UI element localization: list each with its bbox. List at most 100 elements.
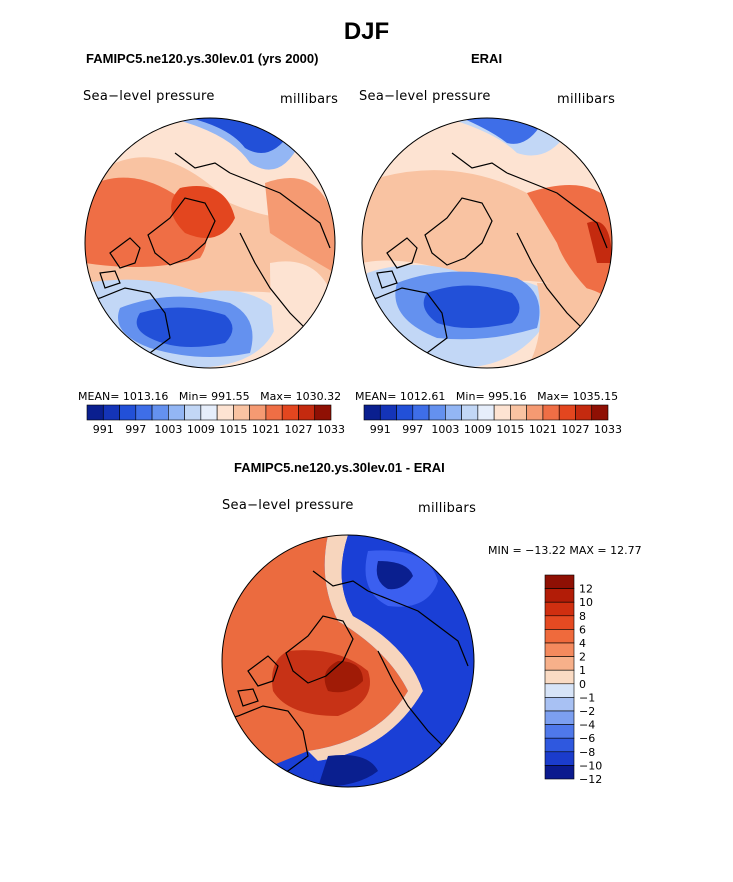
diff-colorbar-tick-label: 12 xyxy=(579,583,593,596)
diff-colorbar-swatch-6 xyxy=(544,656,575,671)
model-stats: MEAN= 1013.16 Min= 991.55 Max= 1030.32 xyxy=(78,390,341,403)
model-max-label: Max= xyxy=(260,390,293,403)
obs-colorbar-tick-label: 1009 xyxy=(464,423,492,436)
diff-colorbar-swatch-8 xyxy=(544,683,575,698)
diff-colorbar-swatch-10 xyxy=(544,710,575,725)
model-min-label: Min= xyxy=(178,390,208,403)
diff-minmax: MIN = −13.22 MAX = 12.77 xyxy=(488,544,642,557)
model-alaska-coast xyxy=(174,152,231,174)
diff-variable-label: Sea−level pressure xyxy=(222,498,354,513)
model-units-label: millibars xyxy=(280,92,339,107)
obs-units-label: millibars xyxy=(557,92,616,107)
diff-units-label: millibars xyxy=(418,501,477,516)
model-colorbar-tick-label: 1003 xyxy=(154,423,182,436)
obs-siberia-coast xyxy=(506,172,608,249)
diff-contour-region-7 xyxy=(318,755,378,787)
obs-colorbar-swatch-3 xyxy=(412,404,430,421)
model-field xyxy=(85,118,335,368)
diff-colorbar-swatch-12 xyxy=(544,737,575,753)
obs-colorbar-swatch-14 xyxy=(591,404,609,421)
model-variable-label: Sea−level pressure xyxy=(83,89,215,104)
obs-colorbar-swatch-8 xyxy=(493,404,511,421)
obs-max-label: Max= xyxy=(537,390,570,403)
obs-contour-region-2 xyxy=(587,221,612,263)
obs-colorbar-swatch-12 xyxy=(558,404,576,421)
diff-colorbar-swatch-13 xyxy=(544,751,575,766)
obs-colorbar-swatch-9 xyxy=(510,404,527,421)
diff-contour-region-4 xyxy=(376,561,413,590)
obs-variable-label: Sea−level pressure xyxy=(359,89,491,104)
obs-colorbar-swatch-7 xyxy=(477,404,495,421)
obs-min-label: Min= xyxy=(455,390,485,403)
diff-arctic-islands-outline xyxy=(237,655,279,707)
obs-stats: MEAN= 1012.61 Min= 995.16 Max= 1035.15 xyxy=(355,390,618,403)
diff-colorbar-tick-label: 10 xyxy=(579,596,593,609)
model-colorbar-swatch-0 xyxy=(86,404,104,421)
obs-colorbar-tick-label: 991 xyxy=(370,423,391,436)
diff-field xyxy=(222,535,474,787)
diff-contour-region-1 xyxy=(308,535,423,761)
diff-colorbar-tick-label: −8 xyxy=(579,746,595,759)
diff-colorbar-swatch-5 xyxy=(544,642,575,657)
diff-map-border xyxy=(221,534,475,788)
diff-colorbar-tick-label: −4 xyxy=(579,719,595,732)
obs-map-border xyxy=(361,117,613,369)
obs-colorbar-tick-label: 997 xyxy=(402,423,423,436)
model-colorbar-swatch-6 xyxy=(184,404,202,421)
figure-title: DJF xyxy=(343,18,390,45)
model-colorbar-swatch-13 xyxy=(298,404,316,421)
diff-colorbar-swatch-14 xyxy=(544,765,575,780)
obs-colorbar-tick-label: 1003 xyxy=(431,423,459,436)
obs-contour-region-1 xyxy=(527,185,612,313)
obs-colorbar-swatch-5 xyxy=(445,404,462,421)
diff-colorbar-swatch-0 xyxy=(544,574,575,589)
model-colorbar-tick-label: 1015 xyxy=(219,423,247,436)
obs-colorbar-swatch-0 xyxy=(363,404,381,421)
diff-siberia-coast xyxy=(367,590,469,667)
obs-alaska-coast xyxy=(451,152,508,174)
diff-greenland-outline xyxy=(285,615,354,684)
obs-colorbar-swatch-13 xyxy=(575,404,593,421)
obs-arctic-islands-outline xyxy=(376,237,418,289)
model-colorbar-swatch-10 xyxy=(249,404,267,421)
diff-colorbar-swatch-1 xyxy=(544,588,575,603)
obs-colorbar-tick-label: 1015 xyxy=(496,423,524,436)
obs-max-value: 1035.15 xyxy=(572,390,619,403)
diff-colorbar-tick-label: 6 xyxy=(579,623,586,636)
diff-colorbar-swatch-9 xyxy=(544,697,575,712)
diff-colorbar-swatch-2 xyxy=(544,601,575,617)
diff-colorbar-tick-label: −1 xyxy=(579,691,595,704)
diff-map xyxy=(221,534,475,788)
model-colorbar-swatch-1 xyxy=(102,404,120,421)
model-colorbar-swatch-9 xyxy=(233,404,250,421)
diff-contour-region-2 xyxy=(313,535,474,787)
model-colorbar-swatch-12 xyxy=(281,404,299,421)
model-greenland-outline xyxy=(147,197,216,266)
model-mean-value: 1013.16 xyxy=(122,390,169,403)
model-map xyxy=(84,117,336,369)
model-colorbar-swatch-3 xyxy=(135,404,153,421)
model-colorbar-swatch-2 xyxy=(119,404,137,421)
model-colorbar-swatch-4 xyxy=(151,404,169,421)
model-colorbar-tick-label: 1033 xyxy=(317,423,345,436)
model-arctic-islands-outline xyxy=(99,237,141,289)
model-map-border xyxy=(84,117,336,369)
diff-colorbar-tick-label: −6 xyxy=(579,732,595,745)
obs-colorbar-tick-label: 1027 xyxy=(561,423,589,436)
obs-panel-title: ERAI xyxy=(471,51,503,66)
model-colorbar-tick-label: 1027 xyxy=(284,423,312,436)
diff-colorbar-tick-label: 8 xyxy=(579,610,586,623)
model-mean-label: MEAN= xyxy=(78,390,120,403)
diff-colorbar-tick-label: −12 xyxy=(579,773,602,786)
diff-colorbar-tick-label: −10 xyxy=(579,759,602,772)
model-colorbar-swatch-8 xyxy=(216,404,234,421)
obs-colorbar-swatch-10 xyxy=(526,404,544,421)
model-siberia-coast xyxy=(229,172,331,249)
diff-colorbar-tick-label: 4 xyxy=(579,637,586,650)
diff-colorbar-tick-label: 1 xyxy=(579,664,586,677)
diff-colorbar-tick-label: −2 xyxy=(579,705,595,718)
obs-colorbar-tick-label: 1033 xyxy=(594,423,622,436)
diff-colorbar-swatch-11 xyxy=(544,724,575,739)
obs-colorbar-swatch-11 xyxy=(542,404,560,421)
